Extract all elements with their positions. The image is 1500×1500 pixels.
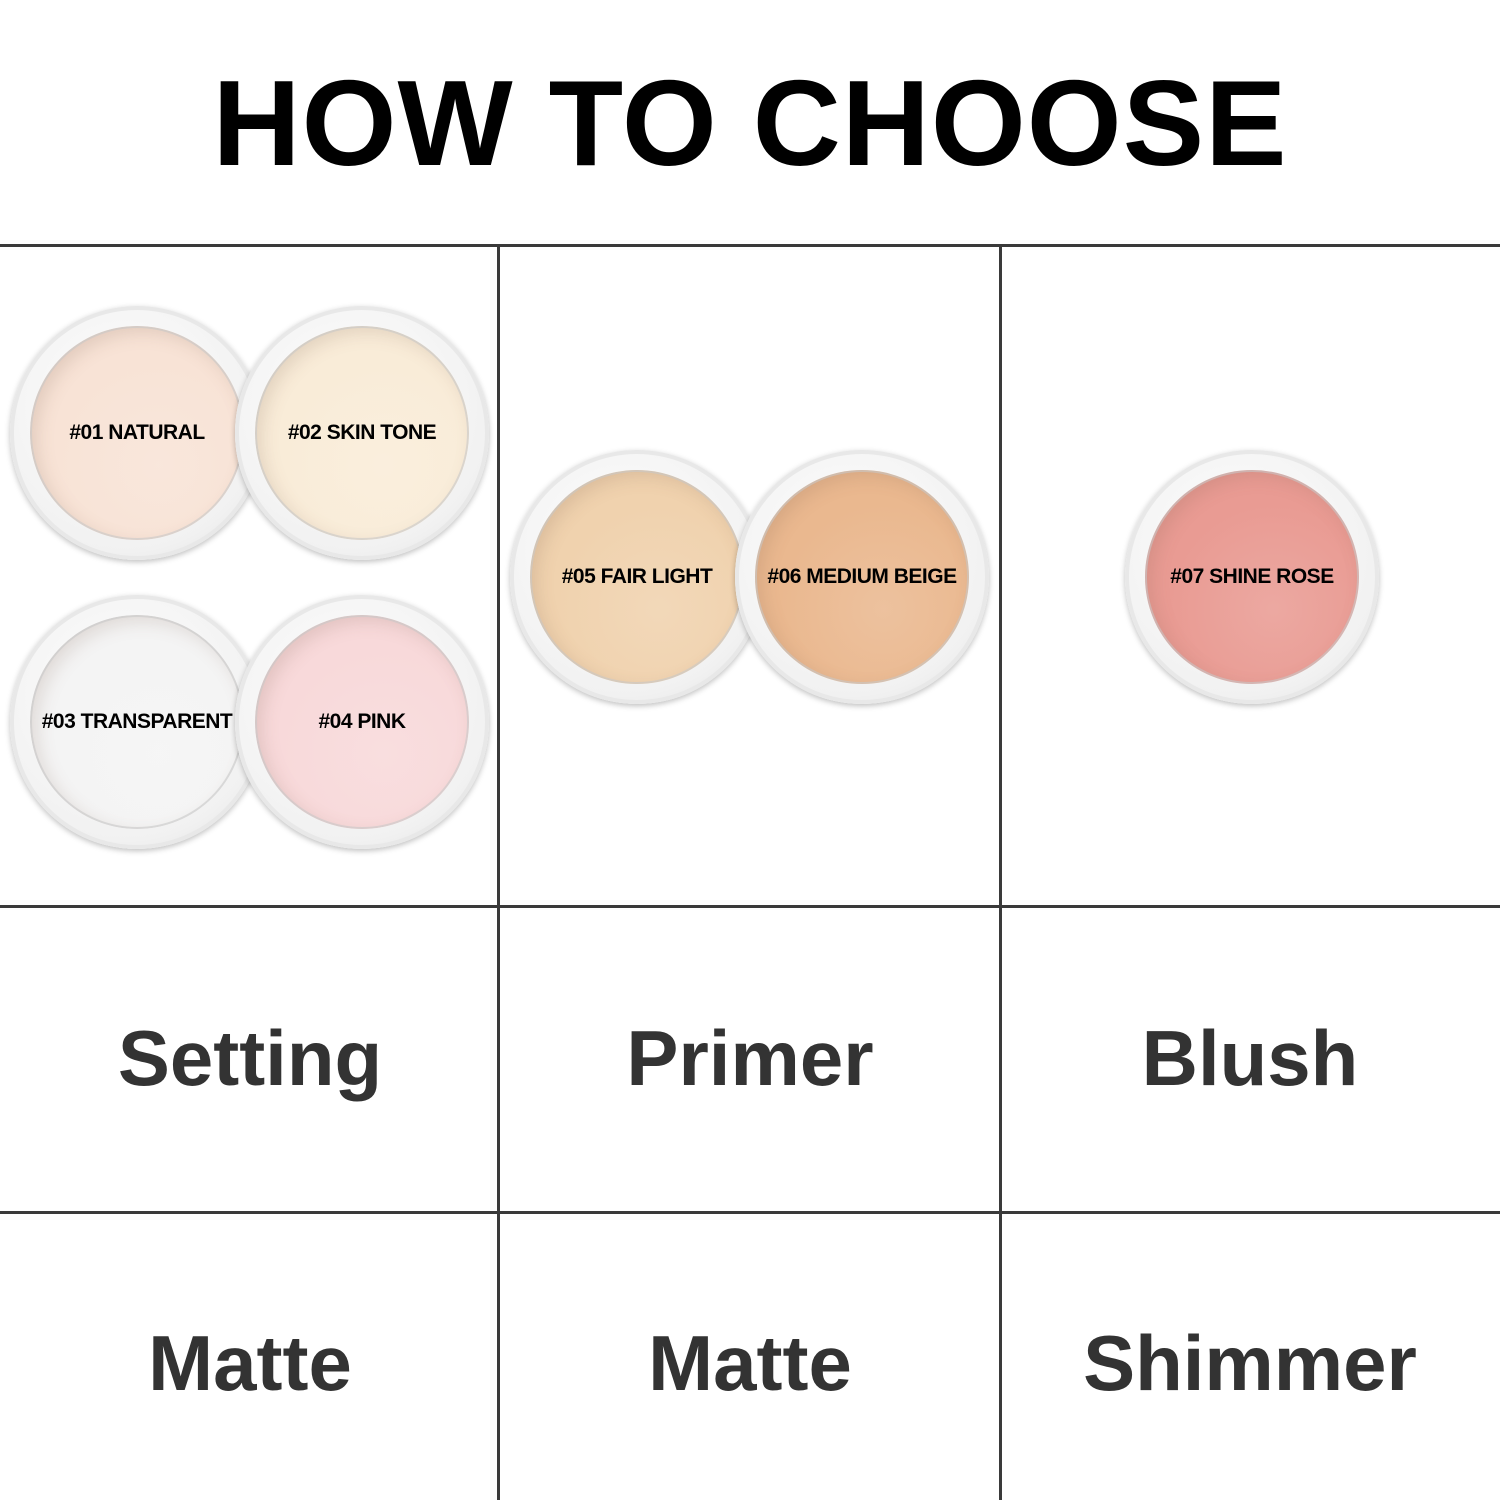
grid-divider-col1 bbox=[497, 246, 500, 1500]
shade-label: #03 TRANSPARENT bbox=[41, 710, 233, 733]
shade-label: #07 SHINE ROSE bbox=[1170, 565, 1334, 588]
page-title: HOW TO CHOOSE bbox=[212, 55, 1288, 191]
shade-label: #02 SKIN TONE bbox=[287, 421, 437, 444]
powder-swatch bbox=[30, 326, 244, 540]
shade-label: #05 FAIR LIGHT bbox=[561, 565, 713, 588]
grid-divider-middle bbox=[0, 905, 1500, 908]
shade-label: #04 PINK bbox=[318, 710, 406, 733]
grid-divider-bottom bbox=[0, 1211, 1500, 1214]
powder-swatch bbox=[1145, 470, 1359, 684]
shade-jar-02: #02 SKIN TONE bbox=[235, 306, 489, 560]
shade-jar-06: #06 MEDIUM BEIGE bbox=[735, 450, 989, 704]
powder-swatch bbox=[255, 326, 469, 540]
shade-jar-04: #04 PINK bbox=[235, 595, 489, 849]
shade-jar-03: #03 TRANSPARENT bbox=[10, 595, 264, 849]
shade-jar-01: #01 NATURAL bbox=[10, 306, 264, 560]
grid-divider-col2 bbox=[999, 246, 1002, 1500]
shade-jar-05: #05 FAIR LIGHT bbox=[510, 450, 764, 704]
use-label-blush: Blush bbox=[1141, 1014, 1359, 1102]
use-label-primer: Primer bbox=[626, 1014, 874, 1102]
finish-label-col1: Matte bbox=[148, 1319, 352, 1407]
powder-swatch bbox=[530, 470, 744, 684]
powder-swatch bbox=[30, 615, 244, 829]
shade-jar-07: #07 SHINE ROSE bbox=[1125, 450, 1379, 704]
powder-swatch bbox=[255, 615, 469, 829]
use-label-setting: Setting bbox=[117, 1014, 383, 1102]
shade-label: #06 MEDIUM BEIGE bbox=[767, 565, 957, 588]
grid-divider-top bbox=[0, 244, 1500, 247]
finish-label-col3: Shimmer bbox=[1083, 1319, 1417, 1407]
finish-label-col2: Matte bbox=[648, 1319, 852, 1407]
powder-swatch bbox=[755, 470, 969, 684]
shade-label: #01 NATURAL bbox=[69, 421, 205, 444]
